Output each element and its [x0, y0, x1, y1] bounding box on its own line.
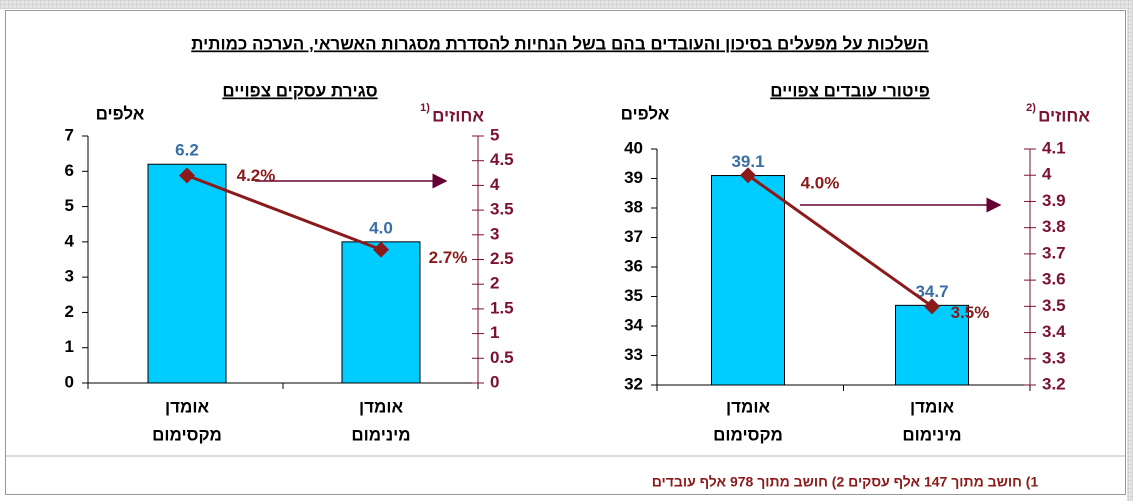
x-tick-label: מקסימום: [713, 425, 783, 444]
y2-tick-label: 4: [1042, 165, 1052, 184]
y2-axis-note: 1): [420, 102, 430, 114]
bar: [147, 163, 227, 384]
data-label: 4.2%: [237, 166, 276, 185]
y2-tick-label: 4: [490, 175, 500, 194]
y-tick-label: 37: [624, 227, 643, 246]
top-band: [0, 0, 1133, 9]
data-label: 39.1: [731, 152, 764, 171]
data-label: 3.5%: [951, 303, 990, 322]
y2-axis-label: אחוזים: [432, 106, 484, 125]
x-tick-label: אומדן: [359, 397, 403, 416]
y-tick-label: 38: [624, 197, 643, 216]
x-tick-label: אומדן: [165, 397, 209, 416]
y2-tick-label: 4.5: [490, 150, 514, 169]
y-tick-label: 3: [65, 267, 74, 286]
y2-tick-label: 4.1: [1042, 138, 1066, 157]
y2-tick-label: 3.6: [1042, 270, 1066, 289]
y2-tick-label: 5: [490, 125, 499, 144]
x-tick-label: מינימום: [351, 425, 410, 444]
y-tick-label: 33: [624, 345, 643, 364]
frame: [5, 10, 1126, 495]
marker: [179, 167, 195, 184]
chart-title: סגירת עסקים צפויים: [222, 81, 377, 100]
y2-tick-label: 3.9: [1042, 191, 1066, 210]
marker: [924, 298, 940, 315]
y2-tick-label: 0: [490, 372, 499, 391]
y-axis-label: אלפים: [621, 104, 670, 123]
y-tick-label: 39: [624, 168, 643, 187]
x-tick-label: מינימום: [902, 425, 961, 444]
marker: [740, 167, 756, 184]
chart-title: פיטורי עובדים צפויים: [770, 81, 930, 100]
data-label: 34.7: [915, 282, 948, 301]
x-tick-label: אומדן: [910, 397, 954, 416]
y-tick-label: 34: [624, 315, 643, 334]
y2-tick-label: 3.8: [1042, 217, 1066, 236]
y2-tick-label: 1: [490, 323, 499, 342]
y2-tick-label: 3.2: [1042, 374, 1066, 393]
y-tick-label: 40: [624, 138, 643, 157]
x-tick-label: מקסימום: [152, 425, 222, 444]
y-tick-label: 0: [65, 372, 74, 391]
y2-tick-label: 3.5: [490, 200, 514, 219]
data-label: 2.7%: [429, 248, 468, 267]
x-tick-label: אומדן: [726, 397, 770, 416]
line: [186, 174, 382, 252]
y2-tick-label: 2.5: [490, 249, 514, 268]
y-tick-label: 6: [65, 161, 74, 180]
y-tick-label: 2: [65, 302, 74, 321]
line: [747, 174, 933, 308]
y2-tick-label: 3.7: [1042, 243, 1066, 262]
y2-tick-label: 3.5: [1042, 296, 1066, 315]
y-axis-label: אלפים: [96, 104, 145, 123]
y2-tick-label: 0.5: [490, 348, 514, 367]
y2-axis-label: אחוזים: [1038, 106, 1090, 125]
y-tick-label: 7: [65, 125, 74, 144]
data-label: 6.2: [175, 141, 199, 160]
data-label: 4.0%: [801, 174, 840, 193]
y2-tick-label: 3.3: [1042, 348, 1066, 367]
footnote: 1) חושב מתוך 147 אלף עסקים 2) חושב מתוך …: [652, 474, 1039, 490]
y2-tick-label: 2: [490, 274, 499, 293]
y-tick-label: 32: [624, 374, 643, 393]
y2-tick-label: 3: [490, 224, 499, 243]
marker: [373, 241, 389, 258]
data-label: 4.0: [369, 218, 393, 237]
y-tick-label: 35: [624, 286, 643, 305]
y-tick-label: 1: [65, 337, 74, 356]
bar: [711, 175, 785, 386]
y2-tick-label: 1.5: [490, 298, 514, 317]
y2-axis-note: 2): [1026, 102, 1036, 114]
main-title: השלכות על מפעלים בסיכון והעובדים בהם בשל…: [191, 34, 928, 53]
y2-tick-label: 3.4: [1042, 322, 1066, 341]
y-tick-label: 36: [624, 256, 643, 275]
side-band: [1127, 0, 1133, 501]
y-tick-label: 5: [65, 196, 74, 215]
bar: [341, 241, 421, 384]
y-tick-label: 4: [65, 231, 75, 250]
